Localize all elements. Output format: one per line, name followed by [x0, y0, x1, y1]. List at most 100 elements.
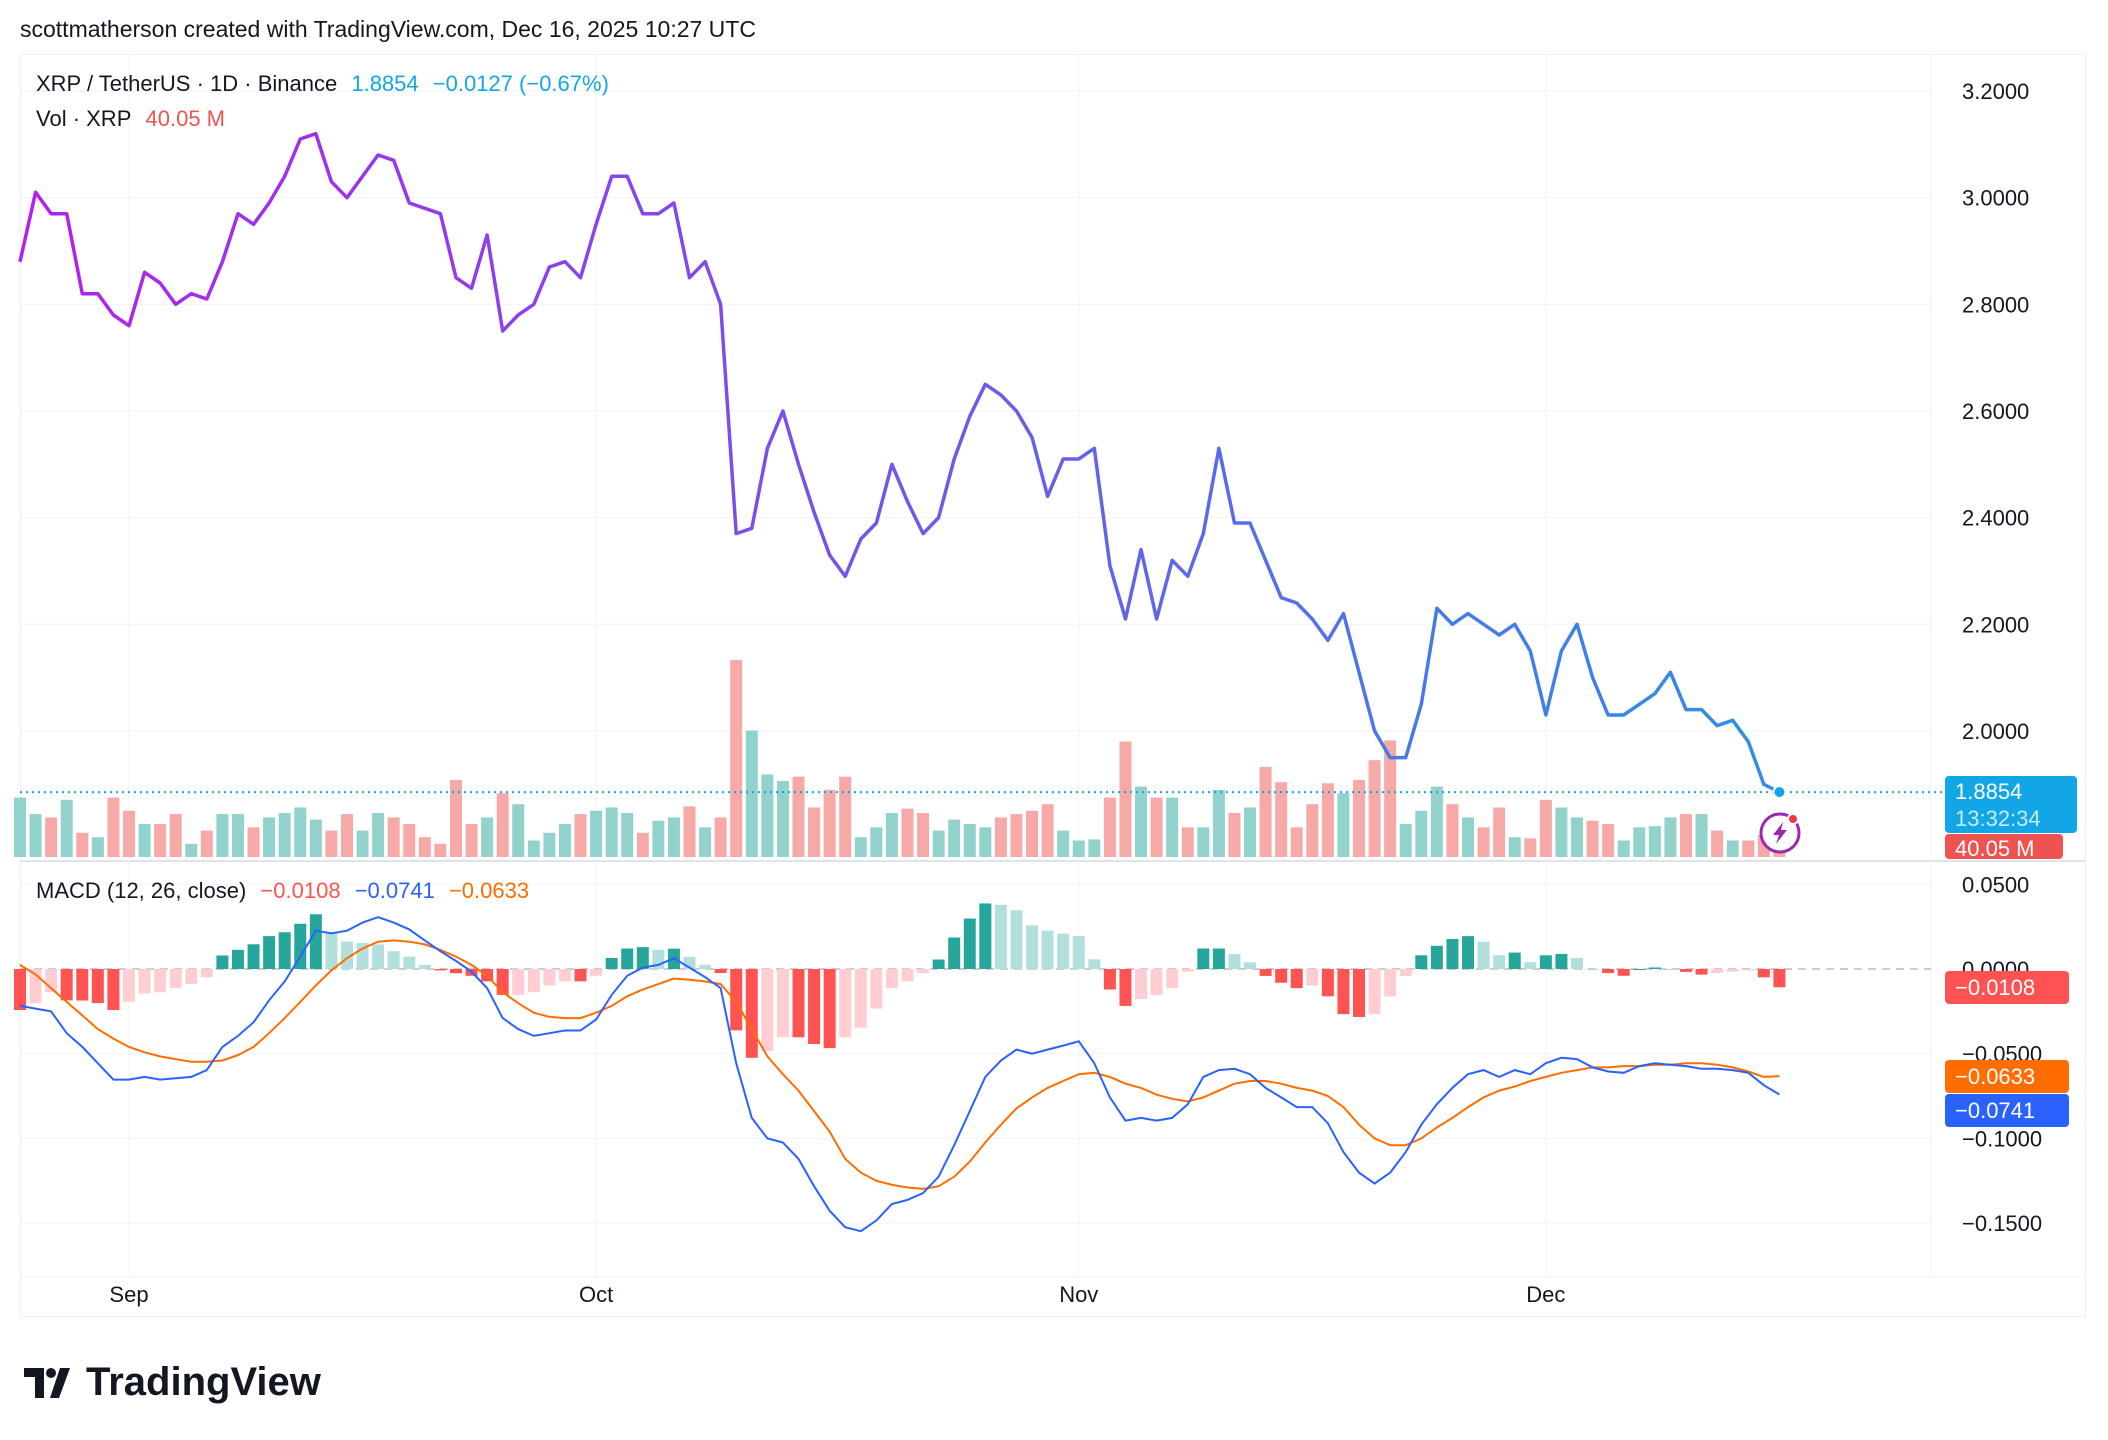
macd-histogram-bar — [1337, 969, 1350, 1015]
volume-bar — [1430, 786, 1443, 857]
price-change: −0.0127 (−0.67%) — [432, 71, 609, 96]
macd-histogram-bar — [1135, 969, 1148, 999]
macd-line — [19, 916, 1780, 1233]
macd-histogram-bar — [107, 969, 120, 1010]
macd-histogram-bar — [76, 969, 89, 1001]
volume-bar — [1041, 804, 1054, 857]
macd-histogram-bar — [1664, 969, 1677, 970]
volume-bar — [1586, 820, 1599, 857]
macd-histogram-bar — [185, 969, 198, 985]
macd-histogram-bar — [1166, 969, 1179, 989]
macd-legend[interactable]: MACD (12, 26, close) −0.0108 −0.0741 −0.… — [36, 878, 537, 904]
volume-bar — [1290, 827, 1303, 857]
lightning-bolt — [1773, 822, 1787, 844]
macd-histogram-bar — [901, 969, 914, 982]
macd-histogram-bar — [1773, 969, 1786, 988]
volume-bar — [1477, 827, 1490, 857]
volume-bar — [247, 827, 260, 857]
volume-bar — [823, 789, 836, 857]
macd-histogram-bar — [574, 969, 587, 982]
volume-legend[interactable]: Vol · XRP 40.05 M — [36, 106, 233, 132]
macd-histogram-bar — [823, 969, 836, 1049]
volume-bar — [14, 797, 26, 857]
volume-bar — [870, 827, 883, 857]
time-tick-label: Dec — [1526, 1282, 1565, 1307]
macd-histogram-bar — [1181, 969, 1194, 972]
macd-histogram-bar — [730, 969, 743, 1031]
volume-bar — [543, 832, 556, 857]
macd-tick-label: 0.0500 — [1962, 872, 2029, 897]
symbol-legend[interactable]: XRP / TetherUS · 1D · Binance 1.8854 −0.… — [36, 71, 617, 97]
macd-histogram-bar — [621, 948, 634, 969]
volume-bar — [1228, 813, 1241, 857]
volume-bar — [138, 824, 151, 857]
volume-bar — [1119, 741, 1132, 857]
macd-histogram-bar — [138, 969, 151, 994]
volume-bar — [325, 830, 338, 857]
volume-bar — [1726, 840, 1739, 857]
volume-bar — [994, 817, 1007, 857]
volume-bar — [60, 799, 73, 857]
macd-histogram-bar — [1493, 955, 1506, 969]
volume-bar — [1057, 830, 1070, 857]
macd-histogram-bar — [1353, 969, 1366, 1017]
macd-histogram-bar — [979, 903, 992, 969]
macd-histogram-bar — [885, 969, 898, 989]
macd-histogram-bar — [1508, 952, 1521, 969]
last-price-dot — [1772, 785, 1787, 800]
macd-histogram-bar — [1477, 941, 1490, 969]
macd-histogram-bar — [1555, 953, 1568, 969]
volume-bar — [496, 793, 509, 857]
volume-bar — [481, 817, 494, 857]
volume-title: Vol · XRP — [36, 106, 132, 131]
volume-bar — [667, 817, 680, 857]
volume-bar — [683, 806, 696, 857]
volume-bar — [636, 832, 649, 857]
tradingview-logo[interactable]: TradingView — [24, 1360, 321, 1405]
volume-bar — [1337, 793, 1350, 857]
lightning-icon[interactable] — [1759, 812, 1801, 854]
price-tick-label: 2.8000 — [1962, 292, 2029, 317]
price-tick-label: 3.0000 — [1962, 186, 2029, 211]
volume-bar — [1181, 827, 1194, 857]
last-price-badge-value: 1.8854 — [1955, 779, 2023, 804]
macd-histogram-bar — [1103, 969, 1116, 990]
volume-bar — [216, 814, 229, 857]
macd-histogram-bar — [1430, 945, 1443, 969]
volume-bar — [948, 819, 961, 857]
volume-bar — [1103, 797, 1116, 857]
volume-bar — [1446, 804, 1459, 857]
time-tick-label: Nov — [1059, 1282, 1098, 1307]
macd-histogram-bar — [216, 955, 229, 969]
macd-histogram-bar — [1244, 962, 1257, 969]
macd-histogram-bar — [1399, 969, 1412, 976]
volume-bar — [590, 810, 603, 857]
macd-hist-value: −0.0108 — [260, 878, 341, 903]
volume-bar — [1259, 766, 1272, 857]
macd-title: MACD (12, 26, close) — [36, 878, 247, 903]
macd-histogram-bar — [449, 969, 462, 974]
macd-histogram-bar — [1321, 969, 1334, 997]
volume-bar — [1648, 826, 1661, 857]
volume-bar — [278, 813, 291, 857]
macd-histogram-bar — [1617, 969, 1630, 976]
macd-histogram-bar — [340, 941, 353, 969]
macd-histogram-bar — [309, 914, 322, 969]
macd-histogram-bar — [14, 969, 26, 1010]
macd-histogram-bar — [169, 969, 182, 989]
volume-bar — [91, 837, 104, 857]
volume-bar — [185, 843, 198, 857]
volume-bar — [808, 807, 821, 857]
macd-histogram-bar — [1026, 925, 1039, 969]
volume-bar — [1742, 840, 1755, 857]
last-price: 1.8854 — [351, 71, 419, 96]
volume-bar — [652, 820, 665, 857]
macd-histogram-bar — [60, 969, 73, 1001]
macd-histogram-bar — [1384, 969, 1397, 997]
volume-bar — [1275, 782, 1288, 857]
volume-bar — [372, 813, 385, 857]
macd-histogram-bar — [590, 969, 603, 976]
macd-histogram-bar — [1695, 969, 1708, 975]
volume-bar — [558, 824, 571, 857]
